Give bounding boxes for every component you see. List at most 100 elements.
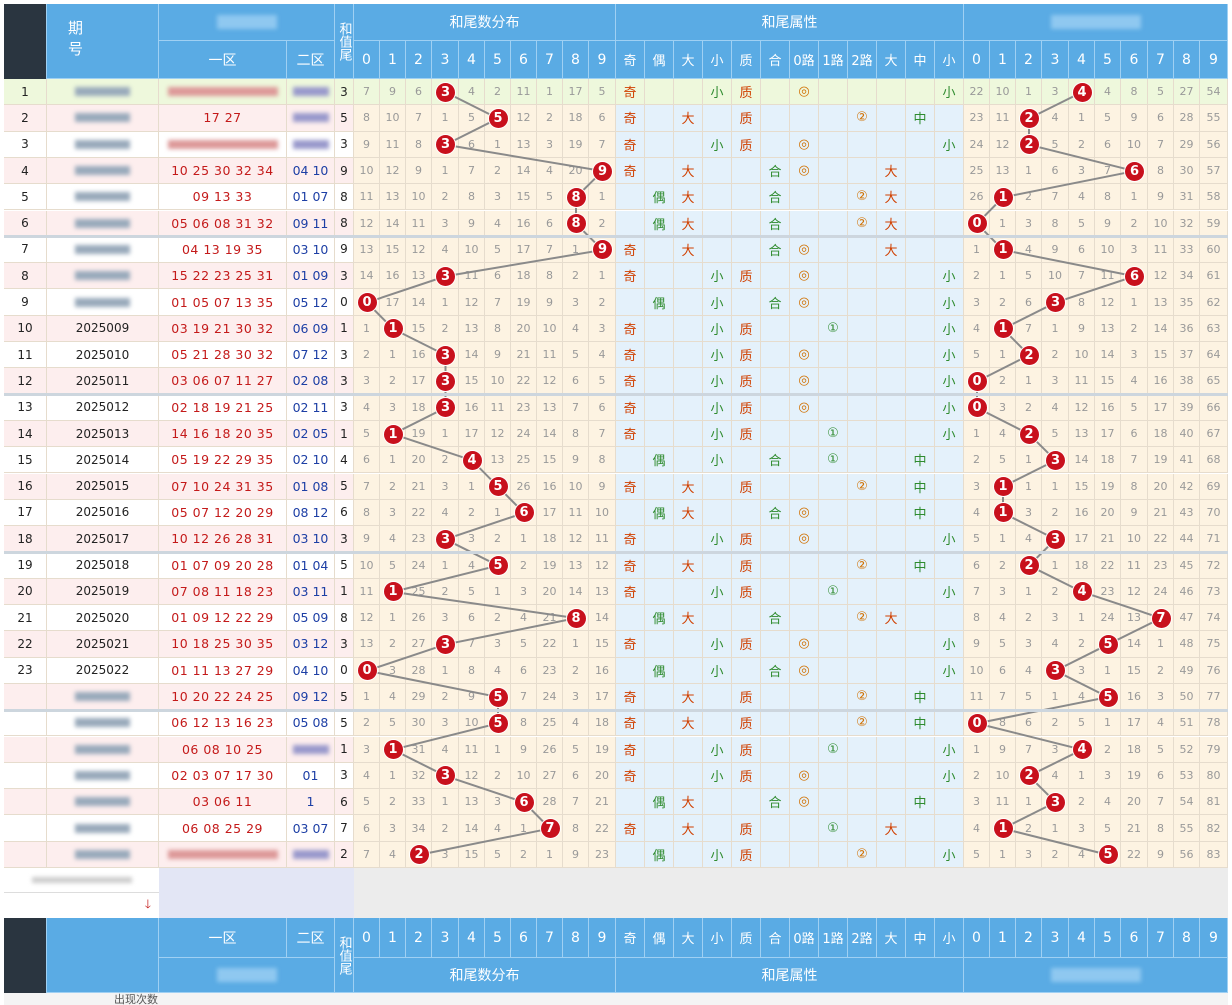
- row-index: 9: [4, 289, 47, 316]
- dist2-cell: 5: [1095, 815, 1121, 842]
- zone1-numbers: 06 12 13 16 23: [159, 710, 287, 737]
- dist-cell: 26: [511, 473, 537, 500]
- attr-cell: [848, 815, 877, 842]
- dist-cell: 4: [563, 315, 589, 342]
- dist-cell: 20: [406, 447, 432, 474]
- dist2-ball: 0: [967, 214, 987, 234]
- expand-arrow-icon[interactable]: 🡓: [4, 893, 159, 918]
- zone1-numbers: 04 13 19 35: [159, 236, 287, 264]
- digit2-header-7-bottom: 7: [1148, 918, 1174, 958]
- zone2-numbers: 01 07: [287, 184, 335, 211]
- dist2-cell: 9: [964, 631, 990, 658]
- digit-header-3: 3: [432, 41, 459, 79]
- dist2-cell: 8: [1095, 184, 1121, 211]
- attr-cell: 合: [761, 184, 790, 211]
- attr-cell: [645, 710, 674, 737]
- zone2-numbers: 03 10: [287, 526, 335, 553]
- attr-cell: 合: [761, 157, 790, 185]
- dist-cell: 6: [354, 447, 380, 474]
- dist2-cell: 13: [1095, 315, 1121, 342]
- attr-cell: [906, 157, 935, 185]
- issue-number: 2025012: [47, 394, 159, 421]
- attr-cell: [819, 131, 848, 158]
- sum-tail-value: 7: [335, 815, 354, 842]
- dist-cell: 24: [537, 683, 563, 711]
- attr-cell: [645, 394, 674, 421]
- zone1-numbers: 05 07 12 20 29: [159, 499, 287, 527]
- dist2-cell: 2: [1016, 605, 1042, 632]
- group-separator: [4, 708, 1228, 712]
- issue-number: [47, 157, 159, 185]
- dist2-cell: 11: [990, 105, 1016, 132]
- attr-cell: [877, 526, 906, 553]
- dist2-cell: 78: [1200, 710, 1228, 737]
- digit-header-5: 5: [485, 41, 511, 79]
- attr-cell: ◎: [790, 79, 819, 106]
- dist2-cell: 12: [1095, 289, 1121, 316]
- row-index: [4, 683, 47, 711]
- dist-cell: 3: [432, 710, 459, 737]
- attr-header-6: 0路: [790, 41, 819, 79]
- dist2-cell: 1: [1016, 473, 1042, 500]
- dist2-ball: 4: [1072, 740, 1092, 760]
- dist-cell: 3: [511, 578, 537, 605]
- attr-cell: [848, 657, 877, 684]
- dist2-ball: 5: [1098, 845, 1118, 865]
- dist-cell: 5: [485, 841, 511, 868]
- attr-cell: ①: [819, 420, 848, 448]
- dist2-ball: 3: [1046, 293, 1065, 313]
- dist-cell: 13: [354, 631, 380, 658]
- dist-cell: 14: [406, 289, 432, 316]
- group-separator: [4, 393, 1228, 397]
- dist2-ball: 3: [1046, 792, 1065, 812]
- row-index: 19: [4, 552, 47, 579]
- dist-cell: 4: [380, 841, 406, 868]
- dist2-cell: 3: [1095, 762, 1121, 790]
- attr-cell: 奇: [616, 131, 645, 158]
- dist-cell: 19: [537, 552, 563, 579]
- zone1-numbers: 01 09 12 22 29: [159, 605, 287, 632]
- digit-header-3-bottom: 3: [432, 918, 459, 958]
- attr-cell: 奇: [616, 420, 645, 448]
- attr-cell: ◎: [790, 394, 819, 421]
- dist2-cell: 57: [1200, 157, 1228, 185]
- dist2-cell: 5: [964, 841, 990, 868]
- dist-cell: 29: [406, 683, 432, 711]
- dist2-cell: 1: [1069, 762, 1095, 790]
- dist-cell: 2: [380, 631, 406, 658]
- dist2-cell: 53: [1174, 762, 1200, 790]
- attr-cell: [761, 841, 790, 868]
- attr-cell: [906, 605, 935, 632]
- zone1-numbers: 15 22 23 25 31: [159, 263, 287, 290]
- dist-cell: 20: [589, 762, 616, 790]
- zone1-numbers: 05 21 28 30 32: [159, 342, 287, 369]
- attr-cell: 大: [877, 157, 906, 185]
- dist-cell: 2: [432, 447, 459, 474]
- dist-cell: 6: [459, 131, 485, 158]
- dist-cell: 15: [459, 368, 485, 395]
- sum-tail-value: 8: [335, 210, 354, 237]
- dist2-cell: 10: [1069, 342, 1095, 369]
- dist-cell: 26: [537, 736, 563, 763]
- attr-cell: ①: [819, 315, 848, 342]
- dist-cell: 1: [589, 263, 616, 290]
- dist2-cell: 16: [1069, 499, 1095, 527]
- attr-cell: [790, 420, 819, 448]
- dist2-cell: 2: [964, 762, 990, 790]
- zone2-numbers: 03 12: [287, 631, 335, 658]
- attr-cell: 小: [935, 841, 964, 868]
- attr-cell: [877, 578, 906, 605]
- attr-cell: 奇: [616, 315, 645, 342]
- dist-cell: 3: [563, 289, 589, 316]
- attr-cell: [761, 420, 790, 448]
- sum-tail-ball: 3: [436, 266, 455, 286]
- attr-cell: [761, 263, 790, 290]
- dist2-cell: 2: [1069, 631, 1095, 658]
- dist2-cell: 23: [964, 105, 990, 132]
- dist2-cell: 1: [1042, 552, 1069, 579]
- dist2-cell: 21: [1121, 815, 1148, 842]
- attr-cell: [790, 184, 819, 211]
- dist-cell: 11: [537, 342, 563, 369]
- zone1-numbers: 02 03 07 17 30: [159, 762, 287, 790]
- dist-cell: 12: [406, 236, 432, 264]
